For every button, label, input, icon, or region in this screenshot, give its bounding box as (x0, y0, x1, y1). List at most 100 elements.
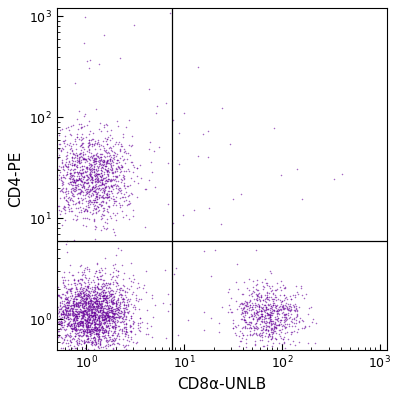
Point (98, 213, 104, 220)
Point (76, 169, 82, 176)
Point (88, 295, 94, 301)
Point (123, 212, 130, 218)
Point (93, 298, 100, 304)
Point (94, 202, 100, 209)
Point (104, 194, 111, 200)
Point (78, 315, 85, 322)
Point (91, 299, 98, 305)
Point (102, 334, 108, 340)
Point (259, 312, 266, 319)
Point (118, 318, 124, 325)
Point (268, 330, 275, 337)
Point (118, 178, 124, 185)
Point (62, 332, 69, 338)
Point (84, 158, 90, 164)
Point (258, 294, 264, 300)
Point (121, 313, 127, 319)
Point (279, 303, 285, 309)
Point (57, 314, 63, 321)
Point (66, 306, 73, 312)
Point (269, 312, 276, 318)
Point (71, 323, 78, 329)
Point (108, 307, 115, 313)
Point (102, 284, 109, 290)
Point (276, 307, 283, 313)
Point (69, 154, 75, 161)
Point (97, 305, 104, 311)
Point (108, 188, 114, 194)
Point (256, 297, 263, 304)
Point (97, 302, 103, 308)
Point (104, 281, 110, 288)
Point (91, 346, 97, 353)
Point (114, 300, 120, 307)
Point (73, 312, 80, 318)
Point (92, 187, 98, 194)
Point (95, 170, 102, 177)
Point (65, 162, 72, 169)
Point (83, 338, 89, 344)
Point (104, 322, 111, 329)
Point (79, 326, 85, 332)
Point (76, 333, 83, 340)
Point (278, 306, 284, 312)
Point (89, 302, 96, 309)
Point (106, 183, 112, 190)
Point (95, 166, 101, 173)
Point (164, 308, 171, 315)
Point (93, 329, 100, 336)
Point (233, 306, 240, 312)
Point (95, 276, 101, 282)
Point (92, 292, 99, 298)
Point (176, 160, 183, 167)
Point (84, 300, 91, 306)
Point (128, 328, 134, 334)
Point (272, 324, 278, 330)
Point (81, 288, 88, 295)
Point (101, 316, 108, 323)
Point (128, 143, 134, 149)
Point (91, 182, 98, 188)
Point (256, 303, 262, 310)
Point (112, 165, 119, 172)
Point (180, 110, 187, 116)
Point (100, 293, 106, 300)
Point (92, 173, 98, 179)
Point (291, 303, 297, 310)
Point (80, 327, 86, 333)
Point (116, 172, 122, 178)
Point (90, 206, 97, 213)
Point (67, 297, 73, 303)
Point (61, 269, 67, 275)
Point (180, 211, 186, 218)
Point (108, 309, 115, 316)
Point (260, 306, 266, 312)
Point (69, 308, 75, 314)
Point (128, 142, 135, 149)
Point (81, 339, 87, 346)
Point (74, 291, 81, 298)
Point (83, 186, 89, 192)
Point (88, 306, 95, 312)
Point (280, 281, 286, 288)
Point (278, 299, 284, 305)
Point (76, 198, 82, 205)
Point (105, 182, 112, 189)
Point (95, 315, 101, 321)
Point (254, 308, 260, 315)
Point (272, 320, 278, 326)
Point (110, 300, 116, 306)
Point (291, 328, 297, 334)
Point (102, 318, 109, 324)
Point (90, 303, 96, 310)
Point (109, 336, 115, 342)
Point (78, 188, 85, 194)
Point (93, 268, 100, 274)
Point (276, 321, 282, 327)
Point (135, 280, 142, 287)
Point (73, 176, 79, 182)
Point (69, 208, 76, 214)
Point (85, 283, 91, 290)
Point (76, 154, 82, 160)
Point (88, 320, 95, 327)
